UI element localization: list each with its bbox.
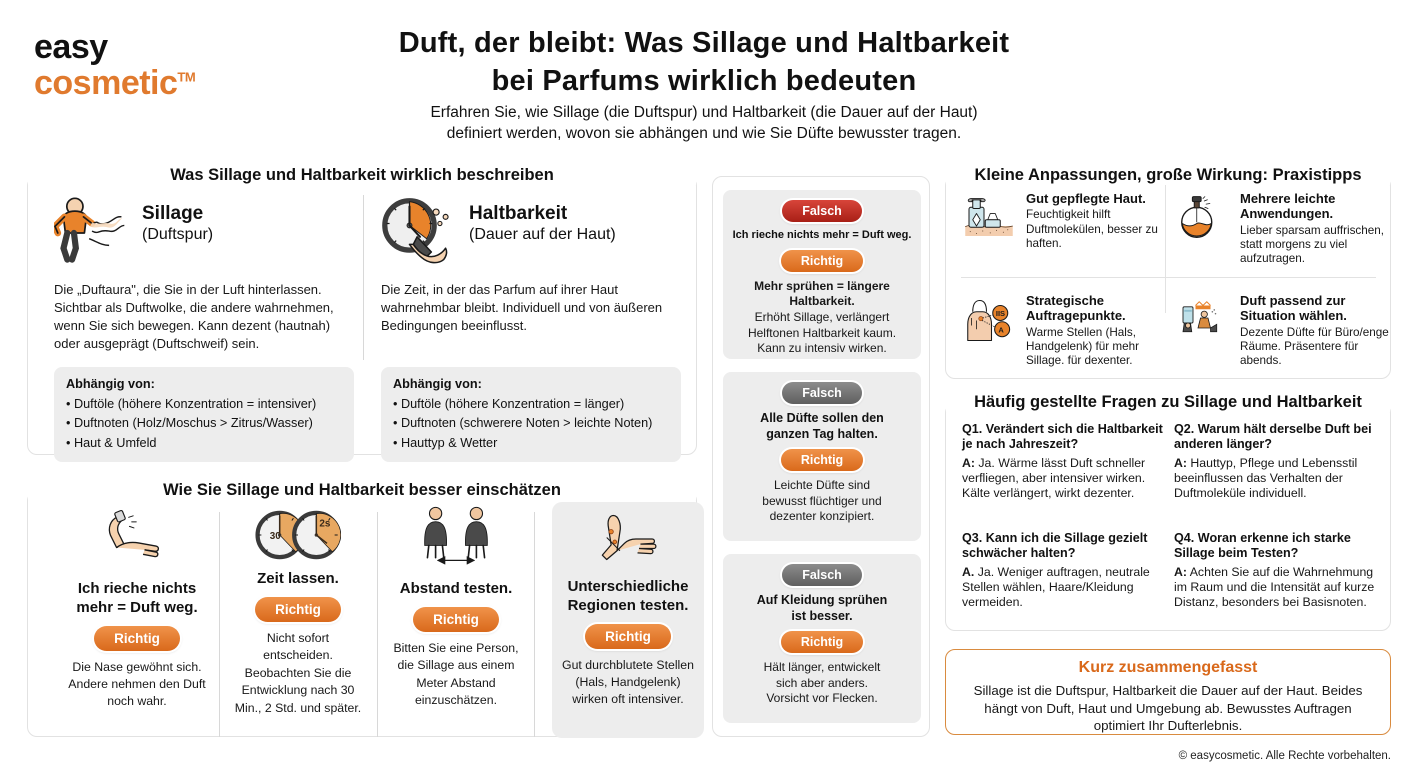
svg-text:A: A [998, 325, 1004, 334]
svg-text:2s: 2s [319, 519, 331, 530]
svg-text:IIS: IIS [996, 309, 1005, 318]
svg-text:30: 30 [270, 531, 282, 542]
